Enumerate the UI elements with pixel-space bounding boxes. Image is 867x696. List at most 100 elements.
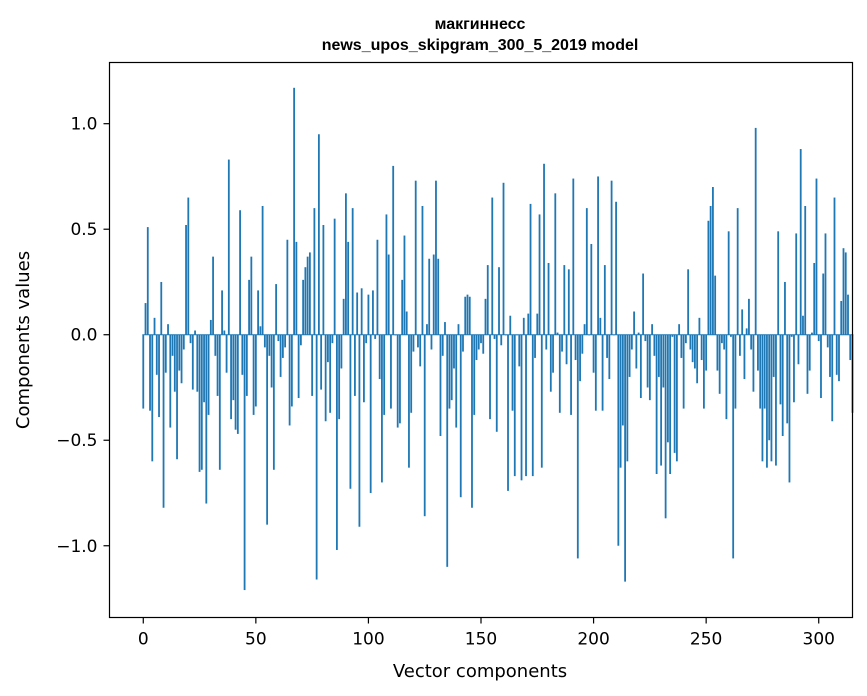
bar	[236, 334, 239, 434]
bar	[842, 248, 845, 335]
bar	[552, 334, 554, 373]
bar	[644, 334, 647, 342]
bar	[513, 334, 516, 477]
bar	[585, 208, 588, 335]
bar	[709, 206, 712, 335]
bar	[572, 178, 575, 335]
bar	[142, 334, 145, 409]
bar	[597, 176, 599, 335]
bar	[770, 334, 773, 462]
bar	[162, 334, 165, 508]
bar	[635, 334, 638, 369]
bar	[561, 334, 563, 352]
bar	[462, 334, 464, 352]
bar	[480, 334, 482, 344]
bar	[752, 334, 755, 392]
y-tick-label: 1.0	[70, 115, 97, 135]
bar	[399, 334, 401, 424]
bar	[833, 197, 836, 335]
bar	[167, 324, 169, 335]
bar	[678, 324, 681, 335]
bar	[381, 334, 383, 483]
bar	[583, 324, 586, 335]
bar	[579, 334, 581, 382]
bar	[739, 334, 741, 356]
bar	[155, 334, 158, 375]
chart-title-text: макгиннесс	[435, 16, 526, 33]
bar	[176, 334, 178, 460]
bar	[489, 334, 491, 420]
bar	[608, 334, 611, 380]
bar	[322, 224, 325, 335]
bar	[313, 208, 316, 335]
bar	[241, 334, 244, 375]
bar	[410, 334, 413, 413]
bar	[293, 87, 296, 335]
bar	[806, 334, 809, 394]
bar	[356, 292, 359, 335]
bar	[297, 334, 300, 399]
y-tick-label: 0.5	[70, 220, 97, 240]
x-tick-label: 250	[690, 630, 722, 650]
bar	[275, 284, 278, 335]
chart-subtitle-text: news_upos_skipgram_300_5_2019 model	[322, 37, 639, 54]
bar	[369, 334, 372, 493]
bar	[743, 334, 746, 380]
bar	[304, 267, 307, 335]
x-axis-label: Vector components	[393, 661, 567, 682]
bar	[477, 334, 480, 350]
bar	[556, 332, 559, 335]
bar	[619, 334, 622, 468]
bar	[820, 334, 822, 399]
x-tick-label: 200	[577, 630, 609, 650]
bar	[340, 334, 343, 369]
bar	[144, 303, 147, 335]
bar	[212, 256, 214, 335]
bar-series	[142, 87, 854, 591]
bar	[831, 334, 834, 422]
bar	[365, 334, 368, 344]
bar	[698, 317, 701, 335]
bar	[781, 334, 784, 437]
bar	[675, 334, 678, 462]
bar	[687, 269, 690, 335]
bar	[662, 334, 665, 388]
bar	[198, 334, 201, 472]
bar	[214, 334, 217, 356]
y-tick-label: −1.0	[56, 537, 97, 557]
bar	[200, 334, 203, 470]
bar	[252, 334, 255, 415]
bar	[306, 256, 309, 335]
bar	[299, 334, 302, 346]
bar	[493, 334, 496, 339]
bar	[439, 334, 442, 437]
bar	[390, 334, 392, 409]
y-tick-label: −0.5	[56, 431, 97, 451]
bar	[329, 334, 332, 413]
bar	[250, 256, 253, 335]
bar	[804, 206, 807, 335]
bar	[374, 334, 377, 339]
bar	[239, 210, 241, 335]
bar	[574, 334, 577, 361]
bar	[230, 334, 232, 420]
bar	[590, 243, 593, 335]
bar	[815, 178, 818, 335]
bar	[288, 334, 291, 426]
bar	[248, 279, 250, 335]
bar	[558, 334, 561, 413]
x-tick-label: 150	[465, 630, 497, 650]
bar	[599, 317, 602, 335]
bar	[610, 180, 613, 335]
bar	[779, 334, 782, 405]
bar	[259, 326, 262, 335]
bar	[311, 334, 314, 396]
bar	[495, 334, 498, 432]
bar	[522, 317, 525, 335]
bar	[245, 334, 248, 396]
bar	[721, 334, 723, 344]
bar	[482, 334, 485, 354]
bar	[660, 334, 663, 466]
bar	[500, 334, 503, 346]
